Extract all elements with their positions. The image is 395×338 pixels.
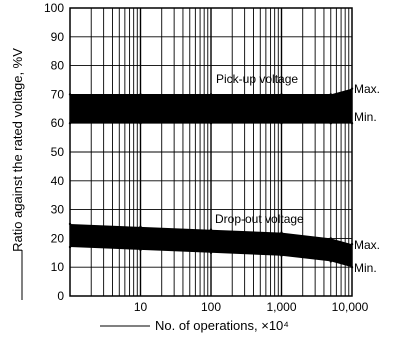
plot-frame — [69, 7, 353, 297]
x-axis-label: No. of operations, ×10⁴ — [155, 318, 289, 333]
y-tick-label: 40 — [51, 174, 65, 188]
pickup-max-label: Max. — [354, 82, 380, 96]
series-label-pickup: Pick-up voltage — [216, 72, 298, 86]
data-point-min — [139, 248, 142, 252]
data-point-max — [139, 225, 142, 229]
series-label-dropout: Drop-out voltage — [215, 212, 304, 226]
y-axis-label: Ratio against the rated voltage, %V — [10, 48, 25, 252]
dropout-min-label: Min. — [354, 261, 377, 275]
series-band-dropout — [70, 224, 352, 268]
y-tick-label: 100 — [44, 1, 64, 15]
y-tick-label: 50 — [51, 145, 65, 159]
data-point-min — [329, 122, 332, 125]
y-tick-label: 70 — [51, 87, 65, 101]
y-tick-label: 20 — [51, 231, 65, 245]
data-point-min — [329, 260, 332, 263]
y-tick-label: 60 — [51, 116, 65, 130]
data-point-max — [280, 231, 283, 234]
x-tick-labels: 10 100 1,000 10,000 — [134, 300, 369, 314]
dropout-max-label: Max. — [354, 238, 380, 252]
data-point-max — [209, 228, 213, 231]
data-point-min — [280, 254, 283, 257]
pickup-min-label: Min. — [354, 110, 377, 124]
data-point-max — [280, 93, 283, 96]
data-point-min — [209, 251, 213, 254]
y-tick-label: 30 — [51, 203, 65, 217]
data-point-max — [329, 237, 332, 240]
data-point-min — [139, 122, 142, 125]
data-point-min — [209, 122, 213, 125]
data-bands — [68, 87, 354, 269]
x-tick-label: 1,000 — [266, 300, 296, 314]
y-tick-labels: 0 10 20 30 40 50 60 70 80 90 100 — [44, 1, 64, 303]
y-tick-label: 0 — [57, 289, 64, 303]
x-tick-label: 10 — [134, 300, 148, 314]
x-tick-label: 100 — [201, 300, 221, 314]
data-point-max — [329, 93, 332, 96]
data-point-max — [139, 93, 142, 96]
series-band-pickup — [70, 88, 352, 124]
x-tick-label: 10,000 — [332, 300, 369, 314]
y-tick-label: 90 — [51, 30, 65, 44]
data-point-max — [209, 93, 213, 96]
y-tick-label: 80 — [51, 59, 65, 73]
data-point-min — [280, 122, 283, 125]
y-tick-label: 10 — [51, 260, 65, 274]
